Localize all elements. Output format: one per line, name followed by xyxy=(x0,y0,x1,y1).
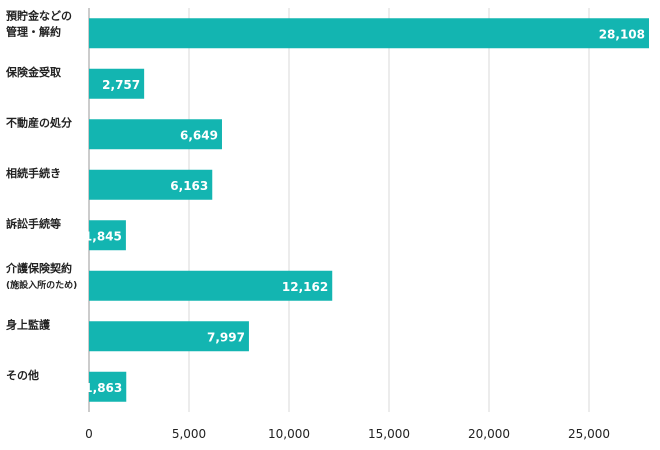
bar-value-label: 28,108 xyxy=(599,27,645,41)
category-label: (施設入所のため) xyxy=(6,279,77,291)
bar xyxy=(89,321,249,352)
bar xyxy=(89,68,145,99)
bar xyxy=(89,169,213,200)
x-tick-label: 0 xyxy=(85,427,93,441)
bar xyxy=(89,18,649,49)
bar xyxy=(89,270,333,301)
category-label: 身上監護 xyxy=(6,317,51,331)
category-label: 不動産の処分 xyxy=(6,115,72,129)
bar-value-label: 1,863 xyxy=(84,381,122,395)
category-label: 介護保険契約 xyxy=(5,261,72,275)
bar-value-label: 1,845 xyxy=(84,229,122,243)
bar xyxy=(89,119,222,150)
x-tick-label: 15,000 xyxy=(368,427,410,441)
bar-value-label: 12,162 xyxy=(282,280,328,294)
category-label: 預貯金などの xyxy=(6,8,72,22)
x-tick-label: 25,000 xyxy=(568,427,610,441)
category-label: 相続手続き xyxy=(6,166,61,180)
bars: 28,108 2,757 6,649 6,163 1,845 12,162 7,997 1,8… xyxy=(84,18,649,402)
category-label: 管理・解約 xyxy=(6,24,61,38)
bar xyxy=(89,371,127,402)
bar-value-label: 2,757 xyxy=(102,78,140,92)
x-tick-label: 10,000 xyxy=(268,427,310,441)
bar-value-label: 6,163 xyxy=(170,179,208,193)
bar-value-label: 6,649 xyxy=(180,128,218,142)
bar-value-label: 7,997 xyxy=(207,330,245,344)
x-axis-ticks: 0 5,000 10,000 15,000 20,000 25,000 xyxy=(85,427,610,441)
x-tick-label: 20,000 xyxy=(468,427,510,441)
bar xyxy=(89,220,126,251)
category-label: 訴訟手続等 xyxy=(6,216,61,230)
grid-lines xyxy=(88,8,590,412)
category-label: 保険金受取 xyxy=(5,65,61,79)
category-label: その他 xyxy=(6,368,39,382)
x-tick-label: 5,000 xyxy=(172,427,206,441)
